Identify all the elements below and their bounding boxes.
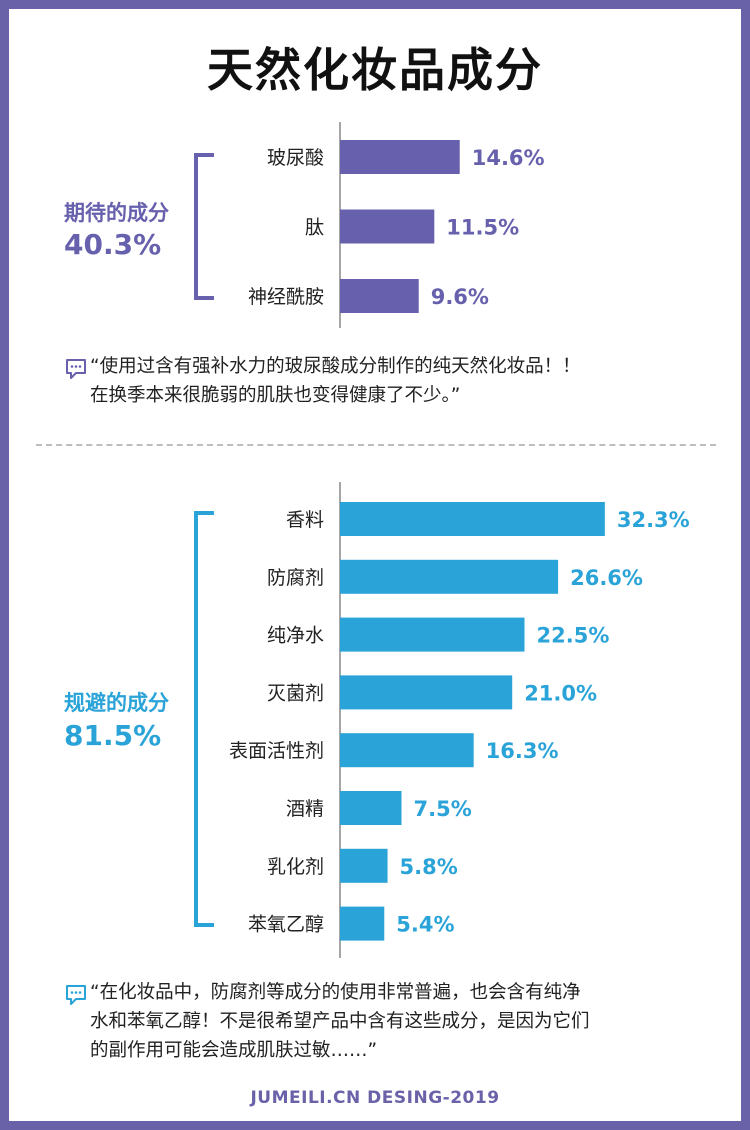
group-expected-total: 40.3% <box>64 228 162 261</box>
quote-line: 的副作用可能会造成肌肤过敏……” <box>90 1040 378 1061</box>
category-label: 防腐剂 <box>267 567 324 589</box>
quote-line: 在换季本来很脆弱的肌肤也变得健康了不少。” <box>90 385 461 406</box>
bar <box>340 675 513 710</box>
bar <box>340 209 435 244</box>
category-label: 苯氧乙醇 <box>248 914 324 936</box>
bar <box>340 733 474 768</box>
section-divider <box>36 444 716 446</box>
value-label: 7.5% <box>414 797 472 821</box>
value-label: 5.4% <box>396 913 454 937</box>
category-label: 灭菌剂 <box>267 682 324 704</box>
group-expected-label: 期待的成分 <box>64 201 169 225</box>
bar <box>340 279 419 313</box>
category-label: 玻尿酸 <box>267 147 324 169</box>
value-label: 21.0% <box>524 681 597 705</box>
bar <box>340 559 559 594</box>
footer-credit: JUMEILI.CN DESING-2019 <box>250 1088 500 1108</box>
comment-icon <box>66 359 86 379</box>
page-title: 天然化妆品成分 <box>207 43 543 97</box>
value-label: 11.5% <box>446 216 519 240</box>
category-label: 酒精 <box>286 798 324 820</box>
category-label: 纯净水 <box>267 625 324 647</box>
quote-line: “在化妆品中，防腐剂等成分的使用非常普遍，也会含有纯净 <box>90 982 581 1003</box>
value-label: 14.6% <box>472 146 545 170</box>
value-label: 22.5% <box>537 624 610 648</box>
group-avoid-total: 81.5% <box>64 719 162 752</box>
group-bracket <box>194 153 214 300</box>
comment-icon <box>66 985 86 1005</box>
value-label: 9.6% <box>431 285 489 309</box>
group-avoid-label: 规避的成分 <box>64 691 169 715</box>
bar <box>340 791 402 825</box>
category-label: 神经酰胺 <box>248 286 324 308</box>
quote-line: 水和苯氧乙醇！不是很希望产品中含有这些成分，是因为它们 <box>90 1011 590 1032</box>
category-label: 乳化剂 <box>267 856 324 878</box>
bar <box>340 140 460 174</box>
category-label: 香料 <box>286 509 324 531</box>
category-label: 表面活性剂 <box>229 740 324 762</box>
quote-expected: “使用过含有强补水力的玻尿酸成分制作的纯天然化妆品！！ 在换季本来很脆弱的肌肤也… <box>90 352 581 410</box>
value-label: 5.8% <box>400 855 458 879</box>
value-label: 32.3% <box>617 508 690 532</box>
bar <box>340 617 525 652</box>
value-label: 26.6% <box>570 566 643 590</box>
quote-avoid: “在化妆品中，防腐剂等成分的使用非常普遍，也会含有纯净 水和苯氧乙醇！不是很希望… <box>90 978 590 1065</box>
value-label: 16.3% <box>486 739 559 763</box>
bar <box>340 848 388 883</box>
group-bracket <box>194 511 214 927</box>
bar <box>340 502 605 536</box>
quote-line: “使用过含有强补水力的玻尿酸成分制作的纯天然化妆品！！ <box>90 356 581 377</box>
category-label: 肽 <box>305 217 324 239</box>
bar <box>340 906 385 941</box>
